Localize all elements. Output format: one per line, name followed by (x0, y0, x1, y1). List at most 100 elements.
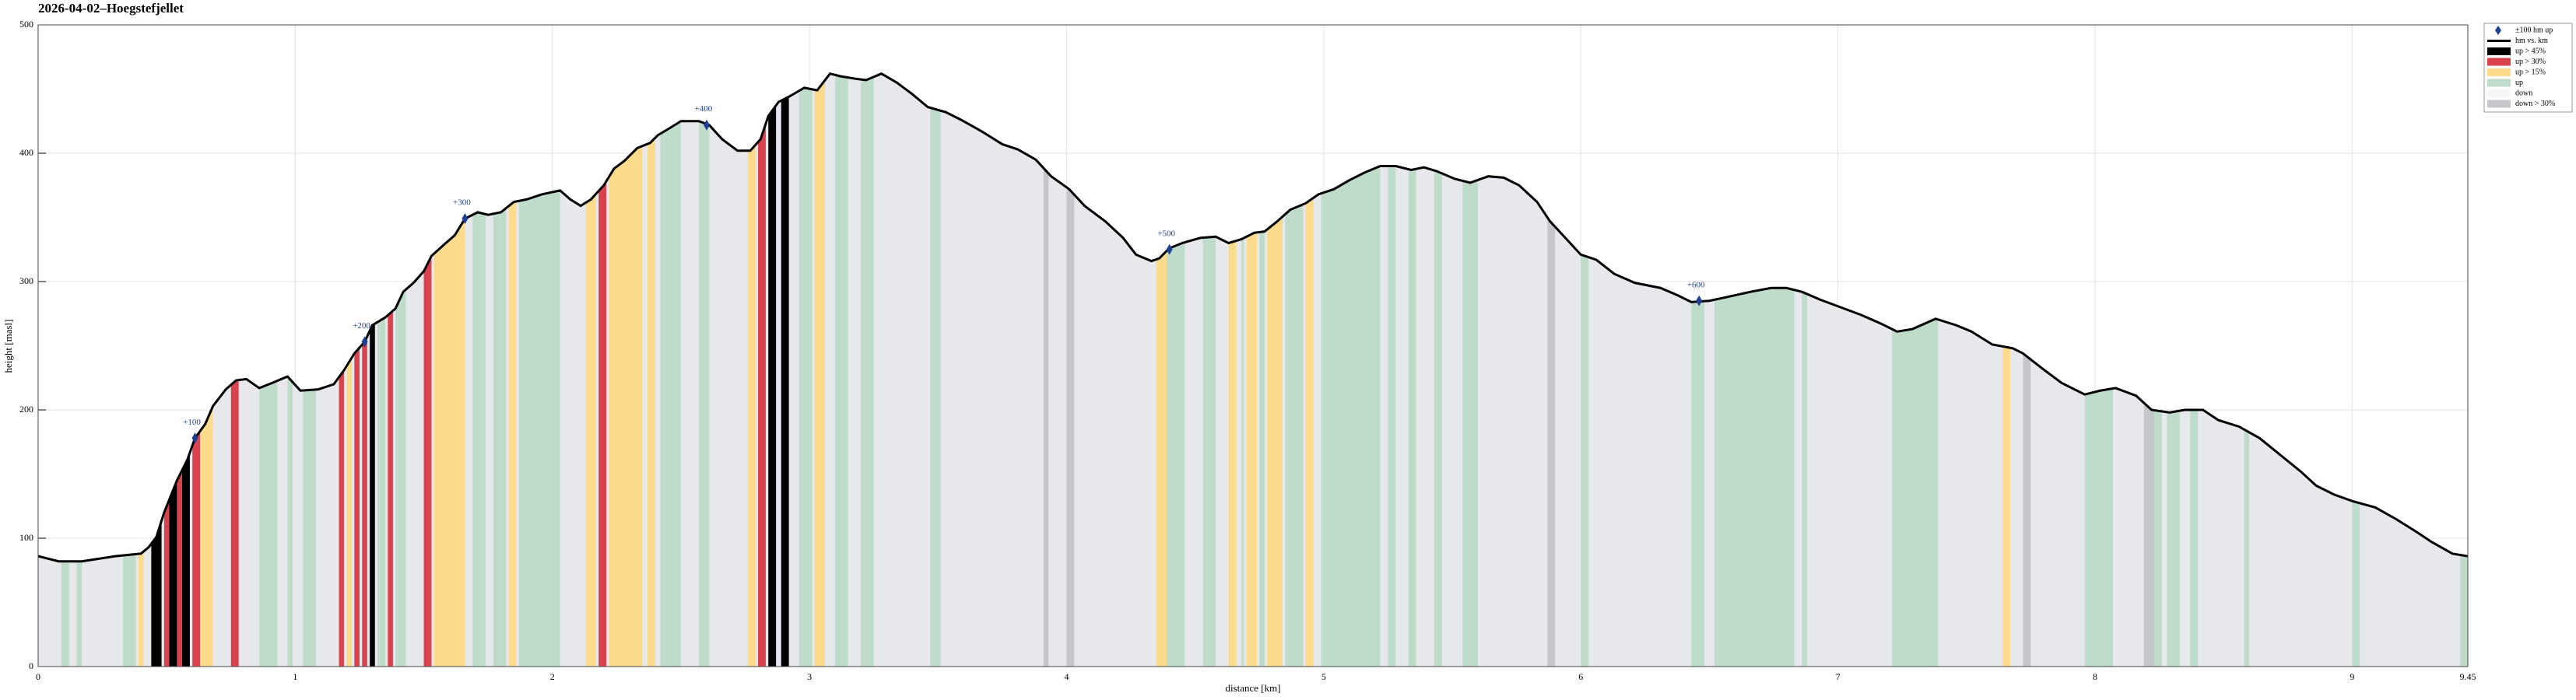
band (1228, 73, 1237, 667)
legend-swatch (2487, 58, 2511, 66)
band (814, 73, 825, 667)
legend-swatch (2487, 89, 2511, 97)
chart-title: 2026-04-02–Hoegstefjellet (38, 1, 184, 16)
band (798, 73, 812, 667)
band (647, 73, 655, 667)
legend-swatch (2487, 100, 2511, 108)
band (1241, 73, 1244, 667)
band (835, 73, 848, 667)
band (230, 73, 239, 667)
band (1202, 73, 1216, 667)
band (339, 73, 345, 667)
marker (191, 432, 198, 444)
band (433, 73, 465, 667)
band (388, 73, 393, 667)
x-tick-label: 2 (550, 671, 555, 682)
y-tick-label: 300 (19, 275, 33, 286)
band (472, 73, 486, 667)
x-tick-label: 8 (2093, 671, 2097, 682)
legend-swatch (2487, 79, 2511, 87)
band (1321, 73, 1381, 667)
y-tick-label: 500 (19, 19, 33, 30)
marker-label: +100 (183, 418, 201, 427)
band (1246, 73, 1257, 667)
band (699, 73, 710, 667)
band (2084, 73, 2114, 667)
band (758, 73, 766, 667)
band (930, 73, 941, 667)
band (2143, 73, 2154, 667)
band (2002, 73, 2010, 667)
band (163, 73, 170, 667)
band (177, 73, 183, 667)
x-tick-label: 4 (1064, 671, 1069, 682)
band (1285, 73, 1304, 667)
x-tick-label: 7 (1836, 671, 1841, 682)
band (1547, 73, 1556, 667)
band (1714, 73, 1795, 667)
legend-label: up > 15% (2515, 68, 2546, 76)
band (1388, 73, 1396, 667)
x-tick-label: 9 (2350, 671, 2354, 682)
legend-label: hm vs. km (2515, 37, 2548, 45)
legend-label: down (2515, 89, 2532, 97)
band (182, 73, 190, 667)
band (518, 73, 560, 667)
legend-label: ±100 hm up (2515, 26, 2553, 34)
marker (703, 119, 710, 131)
marker (361, 336, 368, 348)
band (768, 73, 777, 667)
band (123, 73, 136, 667)
x-tick-label: 5 (1321, 671, 1326, 682)
band (2244, 73, 2250, 667)
x-axis-label: distance [km] (1225, 682, 1280, 694)
y-tick-label: 100 (19, 532, 33, 543)
legend-label: up > 30% (2515, 58, 2546, 66)
band (377, 73, 385, 667)
legend-swatch (2487, 68, 2511, 76)
band (2460, 73, 2468, 667)
profile-line (37, 72, 2469, 563)
band (2167, 73, 2180, 667)
band (346, 73, 353, 667)
legend-label: up > 45% (2515, 47, 2546, 55)
y-tick-label: 200 (19, 404, 33, 415)
band (508, 73, 517, 667)
legend-swatch (2487, 47, 2511, 55)
band (585, 73, 596, 667)
band (362, 73, 367, 667)
band (259, 73, 278, 667)
band (1891, 73, 1939, 667)
marker-label: +300 (453, 198, 471, 208)
x-tick-label: 9.45 (2460, 671, 2476, 682)
band (1691, 73, 1704, 667)
band (354, 73, 360, 667)
marker (462, 213, 469, 225)
band (151, 73, 162, 667)
marker (1166, 243, 1173, 255)
band (303, 73, 316, 667)
band (200, 73, 213, 667)
marker (1696, 295, 1703, 306)
x-tick-label: 0 (36, 671, 40, 682)
band (192, 73, 201, 667)
band (660, 73, 681, 667)
y-tick-label: 0 (29, 660, 33, 671)
band (169, 73, 177, 667)
band (76, 73, 82, 667)
band (493, 73, 507, 667)
band (2023, 73, 2031, 667)
band (1066, 73, 1075, 667)
band (861, 73, 874, 667)
band (1267, 73, 1283, 667)
legend-marker (2495, 26, 2501, 35)
band (287, 73, 293, 667)
band (1259, 73, 1265, 667)
band (138, 73, 144, 667)
x-tick-label: 3 (807, 671, 812, 682)
marker-label: +500 (1157, 229, 1175, 238)
band (1581, 73, 1589, 667)
band (1305, 73, 1314, 667)
band (423, 73, 432, 667)
band (1156, 73, 1167, 667)
